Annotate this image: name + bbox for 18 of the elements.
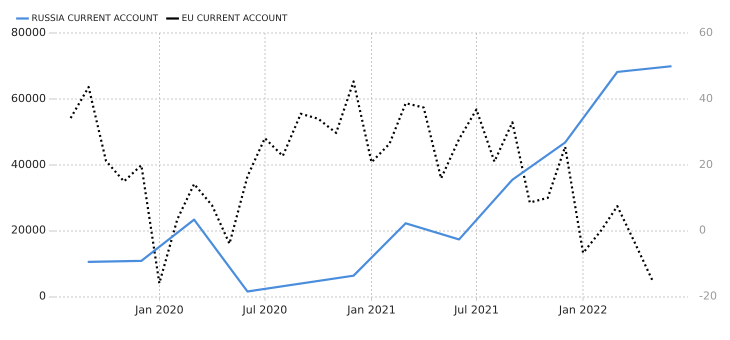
x-tick-label: Jan 2022 <box>558 303 608 316</box>
y-tick-label: 0 <box>38 290 46 303</box>
y2-tick-label: 40 <box>699 92 714 105</box>
x-tick-label: Jul 2021 <box>453 303 499 316</box>
y2-tick-label: 20 <box>699 158 714 171</box>
legend-label: EU CURRENT ACCOUNT <box>182 14 288 24</box>
line-series <box>70 80 654 284</box>
y-tick-label: 60000 <box>10 92 46 105</box>
x-tick-label: Jan 2021 <box>346 303 396 316</box>
y-tick-label: 20000 <box>10 224 46 237</box>
x-tick-label: Jul 2020 <box>241 303 288 316</box>
y-tick-label: 40000 <box>10 158 46 171</box>
y2-tick-label: 0 <box>699 224 706 237</box>
y2-tick-label: 60 <box>699 26 714 39</box>
x-tick-label: Jan 2020 <box>134 303 184 316</box>
legend-label: RUSSIA CURRENT ACCOUNT <box>32 14 159 24</box>
y-tick-label: 80000 <box>10 26 46 39</box>
y2-tick-label: -20 <box>699 290 717 303</box>
